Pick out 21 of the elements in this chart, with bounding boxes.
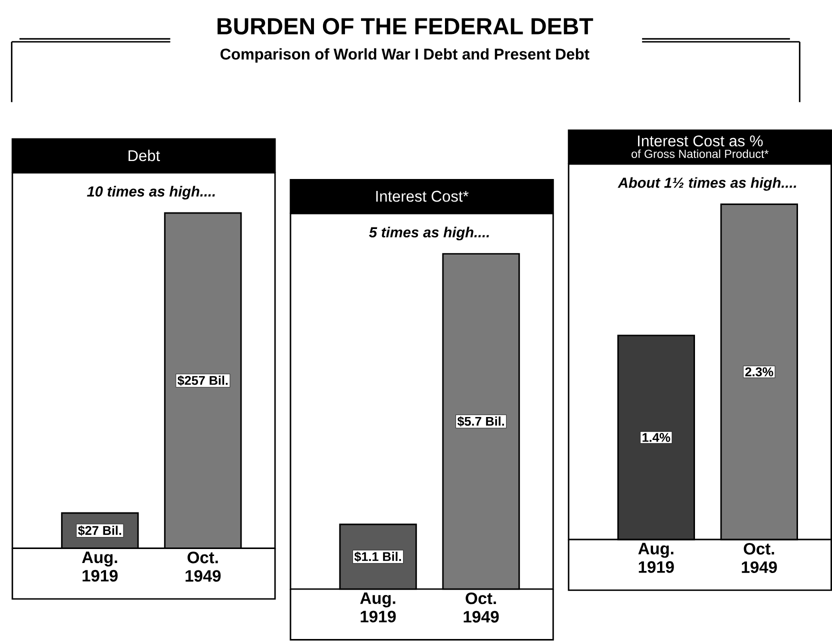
data-label: 2.3%	[745, 368, 774, 377]
data-label: 1.4%	[642, 433, 670, 442]
text: BURDEN OF THE FEDERAL DEBT	[218, 18, 594, 35]
x-tick-label: Aug. 1919	[82, 552, 118, 582]
x-tick-label: Oct. 1949	[186, 552, 221, 582]
x-tick-label: Oct. 1949	[464, 592, 499, 623]
text: About 1½ times as high....	[618, 177, 796, 191]
chart-subtitle: of Gross National Product*	[632, 150, 769, 158]
text: 10 times as high....	[87, 186, 215, 200]
data-label: $257 Bil.	[178, 376, 228, 386]
x-tick-label: Aug. 1919	[638, 543, 674, 574]
text: 5 times as high....	[369, 227, 489, 241]
x-tick-label: Oct. 1949	[742, 543, 777, 574]
chart-title: Debt	[128, 150, 160, 162]
data-label: $27 Bil.	[78, 526, 122, 536]
data-label: $1.1 Bil.	[354, 552, 401, 562]
text: Comparison of World War I Debt and Present Debt	[220, 48, 590, 63]
data-label: $5.7 Bil.	[457, 416, 504, 427]
chart-title: Interest Cost*	[376, 191, 469, 202]
x-tick-label: Aug. 1919	[360, 592, 396, 623]
chart-title: Interest Cost as %	[638, 136, 763, 147]
